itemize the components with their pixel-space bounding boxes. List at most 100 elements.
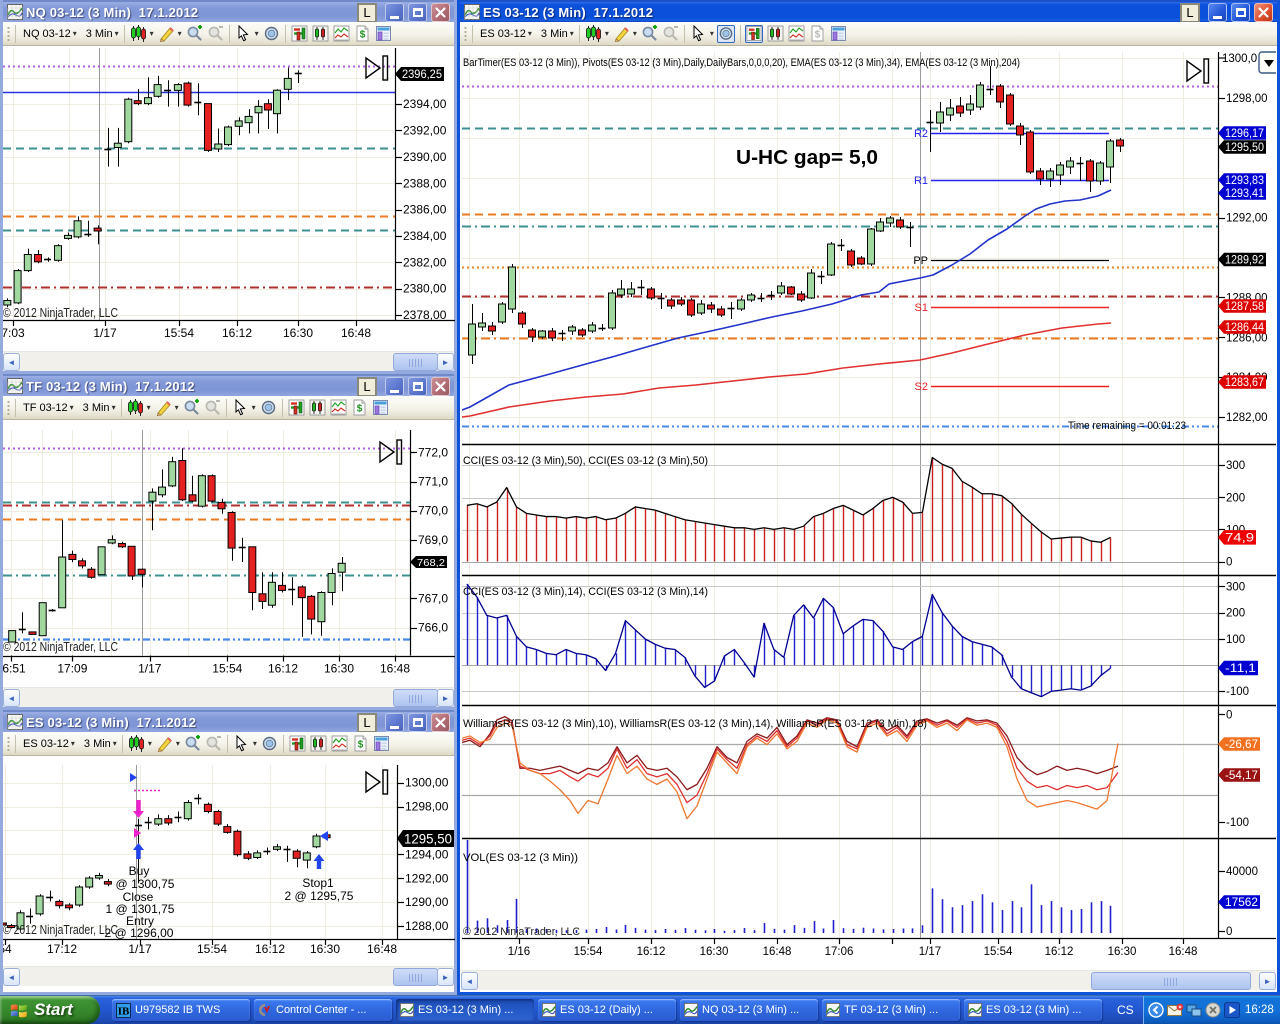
svg-text:767,0: 767,0	[418, 591, 448, 605]
svg-text:$: $	[359, 30, 365, 41]
svg-text:16:12: 16:12	[268, 662, 298, 676]
svg-text:100: 100	[1226, 634, 1245, 646]
svg-text:1 @ 1301,75: 1 @ 1301,75	[106, 902, 175, 916]
svg-text:1292,00: 1292,00	[1226, 213, 1268, 225]
svg-text:1/17: 1/17	[128, 942, 152, 956]
svg-text:Close: Close	[123, 890, 154, 904]
svg-text:0: 0	[1226, 710, 1232, 722]
svg-text:1289,92: 1289,92	[1225, 255, 1264, 267]
svg-text:BarTimer(ES 03-12 (3 Min)), Pi: BarTimer(ES 03-12 (3 Min)), Pivots(ES 03…	[463, 57, 1020, 69]
svg-text:1286,00: 1286,00	[1226, 332, 1268, 344]
svg-text:771,0: 771,0	[418, 475, 448, 489]
svg-text:2394,00: 2394,00	[403, 97, 447, 111]
svg-text:2378,00: 2378,00	[403, 308, 447, 322]
svg-text:300: 300	[1226, 460, 1245, 472]
svg-text:VOL(ES 03-12 (3 Min)): VOL(ES 03-12 (3 Min))	[463, 852, 578, 864]
svg-text:1295,50: 1295,50	[1225, 142, 1264, 154]
svg-text:2390,00: 2390,00	[403, 150, 447, 164]
svg-text:2396,25: 2396,25	[402, 69, 442, 81]
svg-text:15:54: 15:54	[984, 946, 1013, 958]
svg-text:16:12: 16:12	[222, 326, 252, 340]
svg-text:15:54: 15:54	[197, 942, 227, 956]
svg-text:16:12: 16:12	[637, 946, 666, 958]
svg-text:1/16: 1/16	[508, 946, 530, 958]
svg-text:1286,44: 1286,44	[1225, 322, 1265, 334]
svg-text:S2: S2	[915, 381, 928, 393]
svg-text:© 2012 NinjaTrader, LLC: © 2012 NinjaTrader, LLC	[463, 926, 580, 938]
svg-text:772,0: 772,0	[418, 445, 448, 459]
svg-text:15:54: 15:54	[574, 946, 603, 958]
svg-text:-100: -100	[1226, 817, 1249, 829]
svg-text:7:03: 7:03	[3, 326, 25, 340]
svg-text:Stop1: Stop1	[302, 876, 334, 890]
svg-text:CCI(ES 03-12 (3 Min),50), CCI(: CCI(ES 03-12 (3 Min),50), CCI(ES 03-12 (…	[463, 455, 708, 467]
svg-text:16:30: 16:30	[700, 946, 729, 958]
svg-text:200: 200	[1226, 608, 1245, 620]
svg-text:CCI(ES 03-12 (3 Min),14), CCI(: CCI(ES 03-12 (3 Min),14), CCI(ES 03-12 (…	[463, 586, 708, 598]
svg-text:S1: S1	[915, 302, 928, 314]
svg-text:1290,00: 1290,00	[405, 895, 449, 909]
svg-text:© 2012 NinjaTrader, LLC: © 2012 NinjaTrader, LLC	[3, 306, 118, 320]
svg-text:16:30: 16:30	[1108, 946, 1137, 958]
svg-text:-54,17: -54,17	[1225, 770, 1258, 782]
svg-text:1298,00: 1298,00	[405, 800, 449, 814]
svg-text:16:48: 16:48	[341, 326, 371, 340]
svg-text:Buy: Buy	[129, 864, 150, 878]
svg-text:1293,83: 1293,83	[1225, 175, 1264, 187]
svg-text:2380,00: 2380,00	[403, 282, 447, 296]
svg-text:R1: R1	[914, 175, 928, 187]
svg-text:15:54: 15:54	[212, 662, 242, 676]
svg-text:1295,50: 1295,50	[404, 831, 452, 846]
svg-text:-100: -100	[1226, 686, 1249, 698]
svg-text:1298,00: 1298,00	[1226, 93, 1268, 105]
svg-text:$: $	[358, 740, 364, 751]
svg-text:16:48: 16:48	[380, 662, 410, 676]
svg-text:769,0: 769,0	[418, 533, 448, 547]
svg-text:40000: 40000	[1226, 866, 1258, 878]
svg-text:54: 54	[3, 942, 12, 956]
svg-text:WilliamsR(ES 03-12 (3 Min),10): WilliamsR(ES 03-12 (3 Min),10), Williams…	[463, 718, 927, 730]
svg-text:Time remaining = 00:01:23: Time remaining = 00:01:23	[1068, 420, 1186, 432]
svg-text:300: 300	[1226, 581, 1245, 593]
svg-text:16:48: 16:48	[367, 942, 397, 956]
svg-text:17562: 17562	[1225, 897, 1258, 909]
svg-text:2388,00: 2388,00	[403, 176, 447, 190]
svg-text:0: 0	[1226, 926, 1232, 938]
svg-text:17:12: 17:12	[47, 942, 77, 956]
svg-text:© 2012 NinjaTrader, LLC: © 2012 NinjaTrader, LLC	[3, 923, 118, 937]
svg-text:-11,1: -11,1	[1225, 663, 1256, 675]
svg-text:16:12: 16:12	[1045, 946, 1074, 958]
svg-text:16:30: 16:30	[310, 942, 340, 956]
svg-text:© 2012 NinjaTrader, LLC: © 2012 NinjaTrader, LLC	[3, 640, 118, 654]
svg-text:1283,67: 1283,67	[1225, 377, 1264, 389]
svg-text:768,2: 768,2	[417, 557, 445, 569]
svg-text:200: 200	[1226, 492, 1245, 504]
svg-text:2 @ 1296,00: 2 @ 1296,00	[105, 926, 174, 940]
svg-text:1288,00: 1288,00	[405, 919, 449, 933]
svg-text:IB: IB	[118, 1005, 130, 1017]
svg-text:1/17: 1/17	[93, 326, 117, 340]
svg-text:766,0: 766,0	[418, 621, 448, 635]
svg-text:1300,0: 1300,0	[1222, 53, 1257, 65]
svg-text:1296,17: 1296,17	[1225, 128, 1264, 140]
svg-text:2392,00: 2392,00	[403, 124, 447, 138]
svg-text:PP: PP	[913, 255, 928, 267]
svg-text:1/17: 1/17	[919, 946, 941, 958]
svg-text:16:48: 16:48	[1169, 946, 1198, 958]
svg-text:16:30: 16:30	[324, 662, 354, 676]
svg-text:17:06: 17:06	[825, 946, 854, 958]
svg-text:74,9: 74,9	[1225, 533, 1254, 545]
svg-text:2 @ 1295,75: 2 @ 1295,75	[285, 889, 354, 903]
svg-text:2384,00: 2384,00	[403, 229, 447, 243]
svg-text:$: $	[815, 30, 821, 41]
svg-text:17:09: 17:09	[57, 662, 87, 676]
svg-text:1300,00: 1300,00	[405, 776, 449, 790]
svg-text:770,0: 770,0	[418, 504, 448, 518]
svg-text:1282,00: 1282,00	[1226, 412, 1268, 424]
svg-text:15:54: 15:54	[164, 326, 194, 340]
svg-text:16:30: 16:30	[283, 326, 313, 340]
svg-text:16:48: 16:48	[763, 946, 792, 958]
svg-text:R2: R2	[914, 128, 928, 140]
svg-text:16:12: 16:12	[255, 942, 285, 956]
svg-text:-26,67: -26,67	[1225, 739, 1258, 751]
